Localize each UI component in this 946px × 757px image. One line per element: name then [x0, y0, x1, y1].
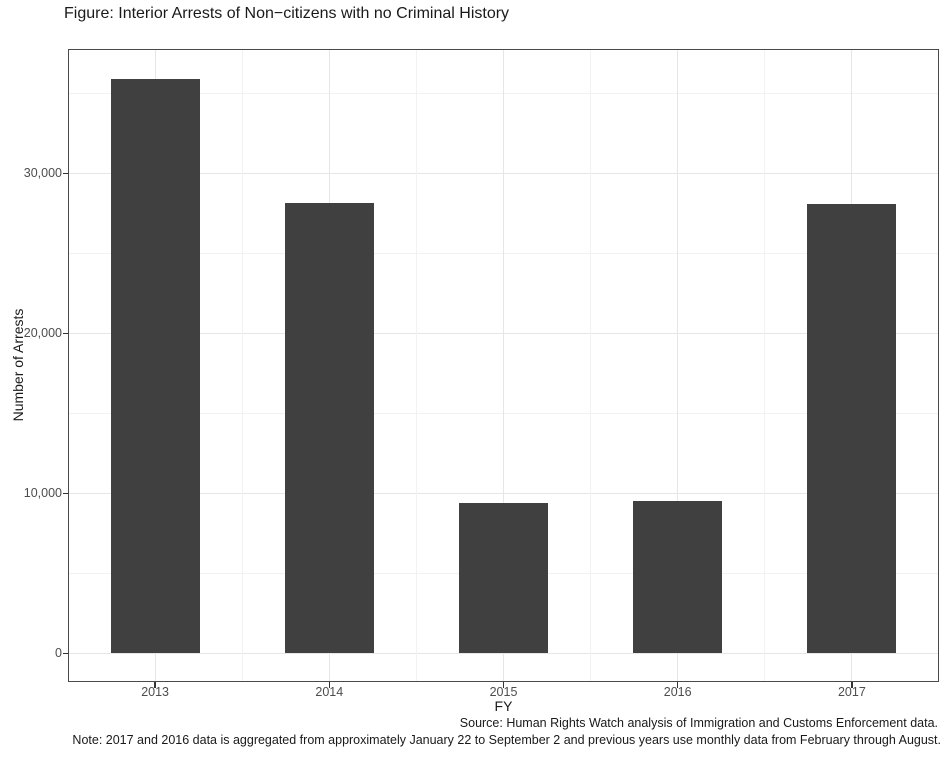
bar-2013: [110, 79, 200, 654]
y-tick-mark: [62, 332, 68, 335]
y-tick-label: 30,000: [23, 166, 62, 181]
x-tick-mark: [677, 682, 679, 688]
gridline-minor-v: [590, 49, 592, 682]
chart-title: Figure: Interior Arrests of Non−citizens…: [64, 5, 510, 22]
y-tick-mark: [62, 652, 68, 654]
note-caption: Note: 2017 and 2016 data is aggregated f…: [72, 733, 941, 747]
y-tick-mark: [62, 173, 68, 175]
x-tick-label: 2013: [141, 685, 169, 699]
plot-panel: [68, 49, 939, 682]
x-tick-label: 2014: [315, 685, 344, 699]
gridline-minor-v: [241, 49, 243, 682]
gridline-minor-v: [764, 49, 766, 682]
y-tick-label: 0: [55, 645, 62, 660]
source-caption: Source: Human Rights Watch analysis of I…: [459, 716, 938, 730]
x-tick-mark: [328, 682, 330, 688]
gridline-major-v: [677, 49, 679, 682]
bar-2015: [459, 502, 548, 654]
bar-2016: [633, 500, 723, 654]
bar-2014: [284, 203, 374, 654]
bar-2017: [807, 204, 897, 654]
x-tick-label: 2017: [837, 685, 866, 699]
x-tick-label: 2016: [663, 685, 692, 699]
y-tick-label: 10,000: [23, 485, 62, 500]
gridline-minor-v: [415, 49, 417, 682]
y-tick-label: 20,000: [23, 326, 62, 341]
y-tick-mark: [62, 492, 68, 495]
x-tick-label: 2015: [489, 685, 518, 699]
gridline-major-v: [502, 49, 505, 682]
x-tick-mark: [851, 682, 853, 688]
x-tick-mark: [502, 682, 505, 688]
x-axis-title: FY: [494, 698, 513, 714]
x-tick-mark: [154, 682, 156, 688]
